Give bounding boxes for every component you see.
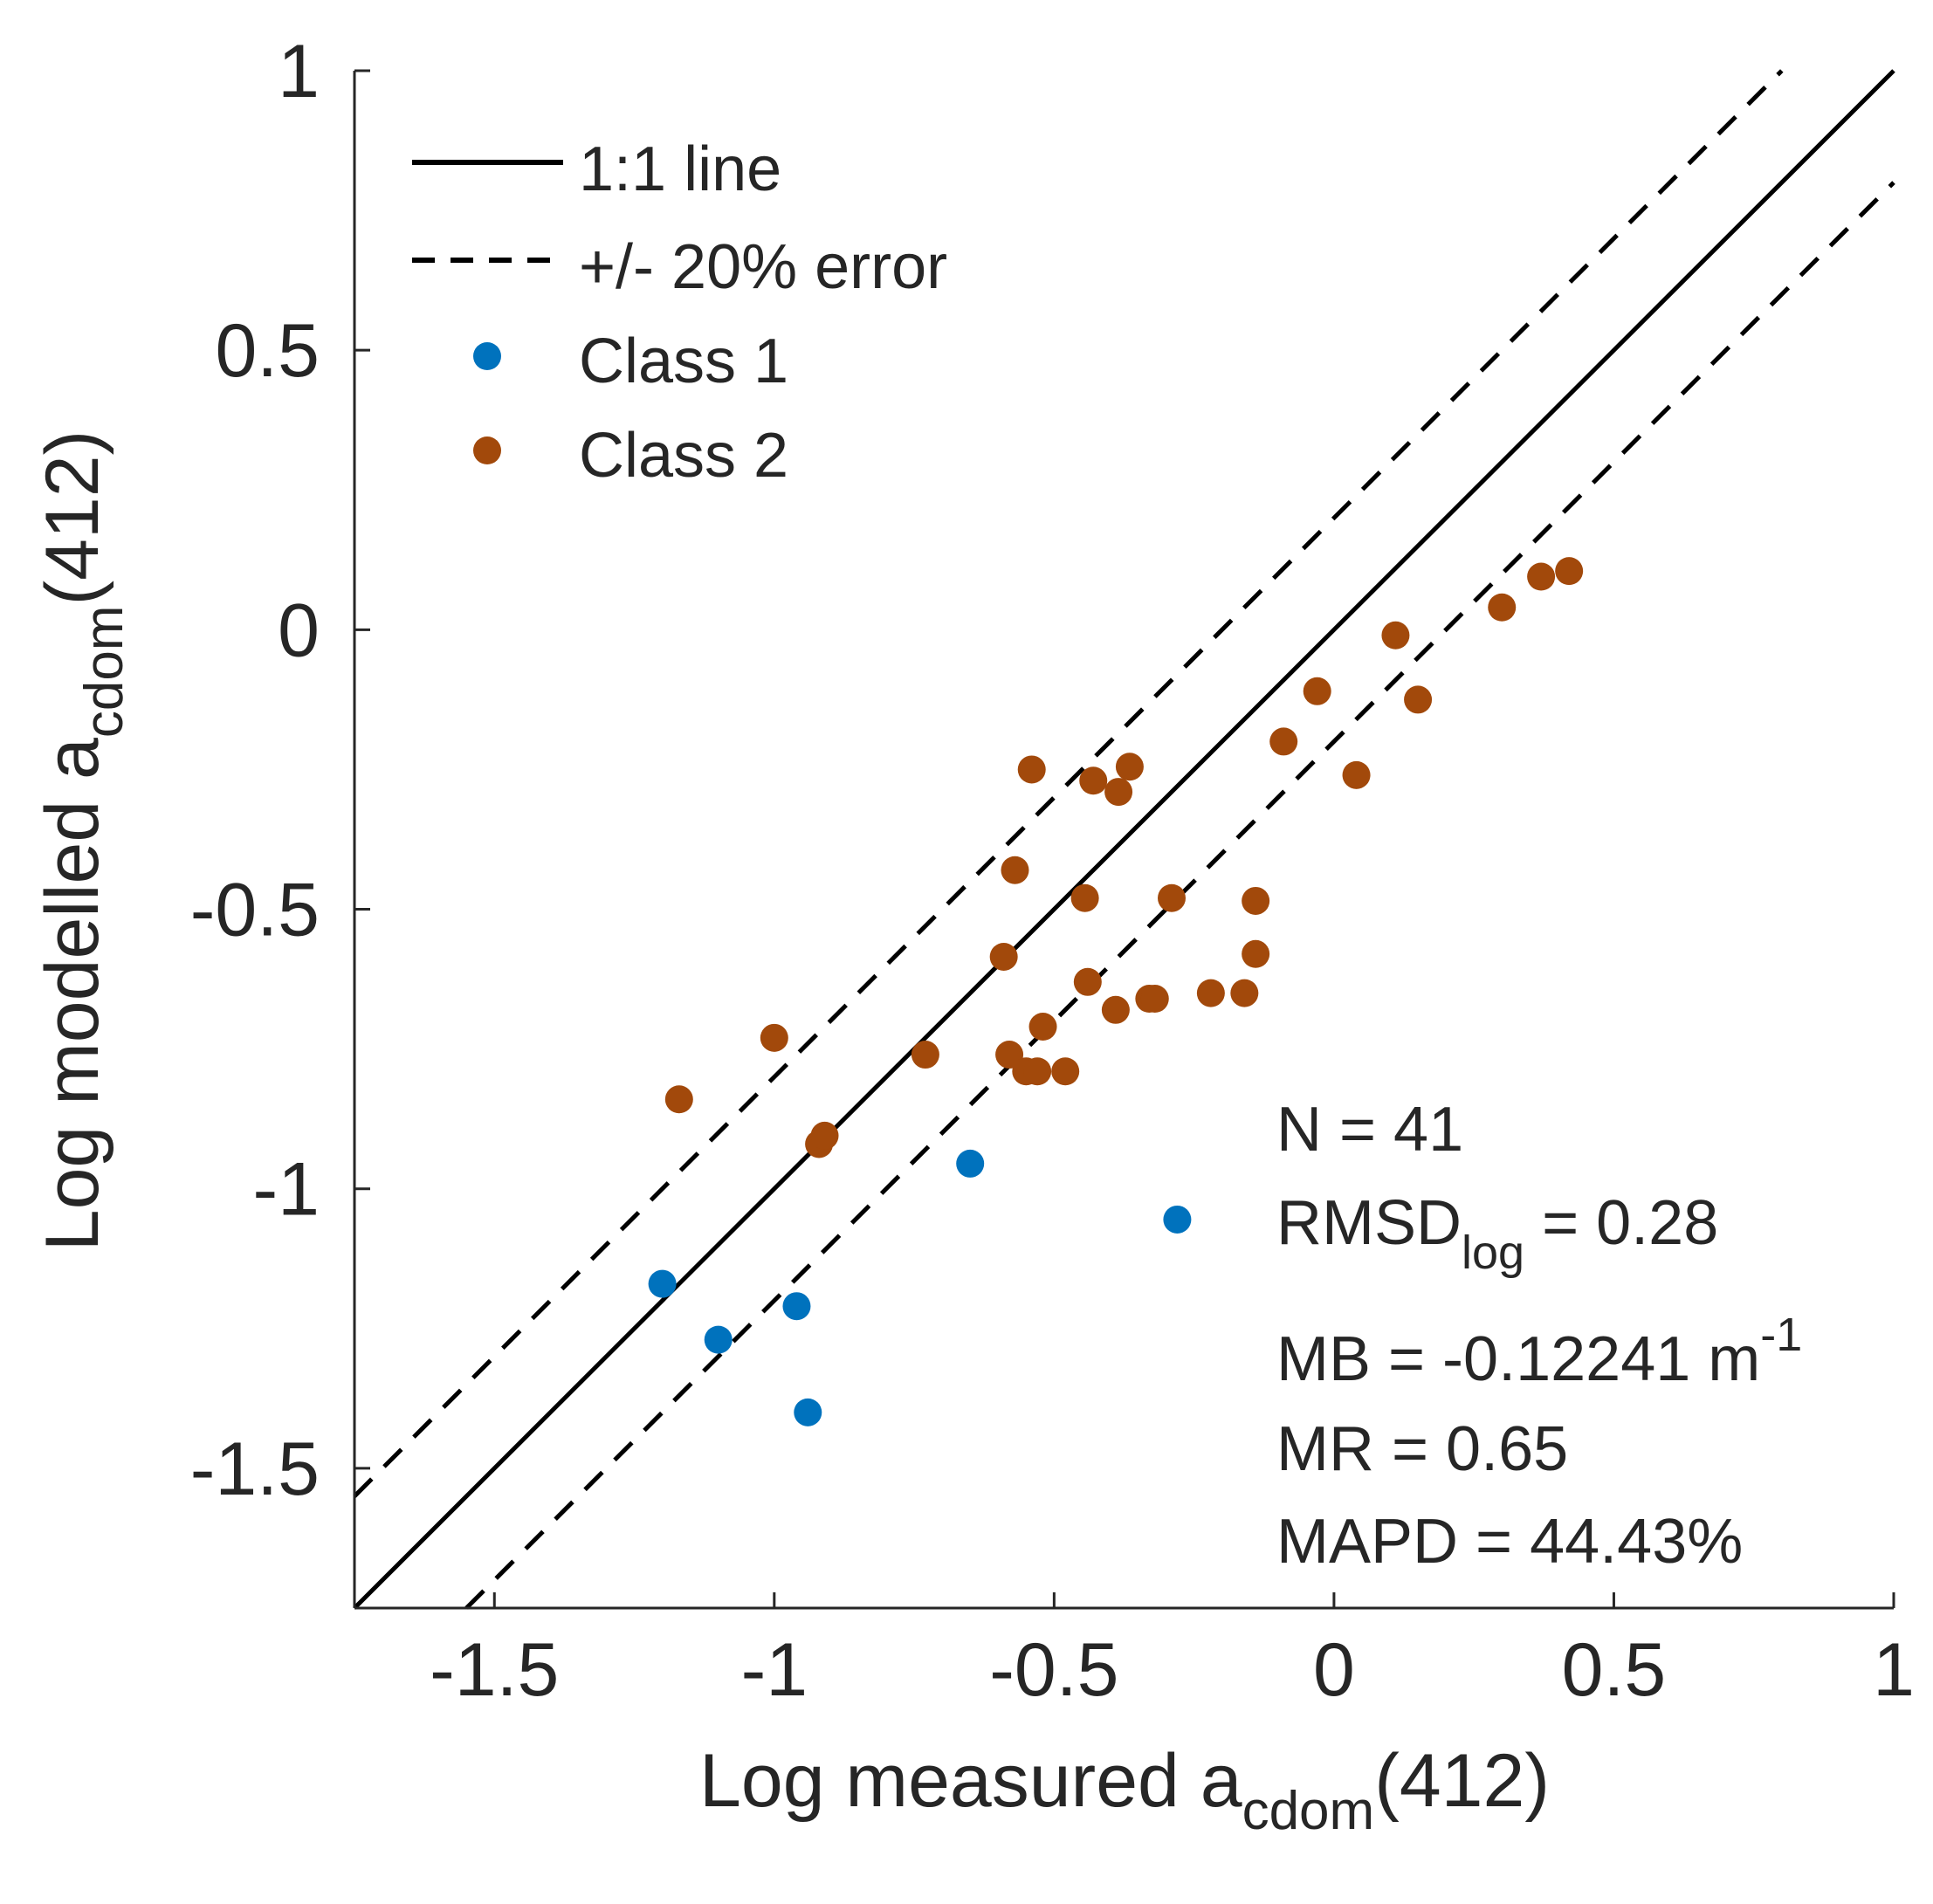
x-axis-label-sub: cdom bbox=[1242, 1781, 1375, 1841]
point-class2-15 bbox=[1079, 766, 1108, 795]
point-class2-33 bbox=[1555, 557, 1584, 586]
point-class2-22 bbox=[1196, 979, 1225, 1007]
point-class2-30 bbox=[1404, 685, 1433, 714]
stat-mb: MB = -0.12241 m-1 bbox=[1276, 1309, 1802, 1394]
point-class2-23 bbox=[1230, 979, 1259, 1007]
point-class1-4 bbox=[956, 1149, 985, 1178]
point-class1-5 bbox=[1163, 1205, 1192, 1234]
point-class2-29 bbox=[1381, 621, 1410, 650]
point-class2-11 bbox=[1028, 1013, 1057, 1041]
x-tick-label: -1.5 bbox=[430, 1628, 559, 1712]
stat-rmsd-sub: log bbox=[1462, 1227, 1524, 1279]
y-axis-label-suffix: (412) bbox=[31, 430, 114, 606]
one-to-one-line bbox=[353, 69, 1895, 1610]
x-axis-label-main: Log measured a bbox=[699, 1739, 1242, 1823]
x-tick-label: -1 bbox=[741, 1628, 808, 1712]
y-tick-label: 0.5 bbox=[215, 309, 320, 393]
point-class1-1 bbox=[704, 1325, 733, 1354]
legend-label-class2: Class 2 bbox=[579, 421, 788, 491]
point-class1-3 bbox=[794, 1398, 822, 1426]
stat-rmsd: RMSDlog = 0.28 bbox=[1276, 1188, 1718, 1279]
x-tick-label: -0.5 bbox=[989, 1628, 1118, 1712]
x-axis-label-suffix: (412) bbox=[1374, 1739, 1550, 1823]
point-class2-17 bbox=[1104, 778, 1133, 807]
stat-mb-main: MB = -0.12241 m bbox=[1276, 1324, 1760, 1394]
point-class2-18 bbox=[1115, 753, 1144, 781]
point-class1-0 bbox=[648, 1269, 677, 1298]
stat-rmsd-suffix: = 0.28 bbox=[1524, 1188, 1718, 1258]
point-class2-31 bbox=[1488, 593, 1517, 622]
stat-n: N = 41 bbox=[1276, 1095, 1463, 1165]
point-class2-10 bbox=[1023, 1057, 1052, 1086]
legend-label-error: +/- 20% error bbox=[579, 232, 947, 302]
x-axis-label: Log measured acdom(412) bbox=[699, 1739, 1550, 1841]
y-axis-label-main: Log modelled a bbox=[31, 738, 114, 1251]
point-class2-16 bbox=[1101, 995, 1130, 1024]
point-class2-25 bbox=[1242, 939, 1270, 968]
axis-ticks: -1.5 -1 -0.5 0 0.5 1 -1.5 -1 -0.5 0 0.5 1 bbox=[190, 30, 1915, 1712]
point-class2-5 bbox=[989, 942, 1018, 971]
point-class2-32 bbox=[1527, 562, 1556, 591]
legend-label-1to1: 1:1 line bbox=[579, 134, 781, 204]
legend-label-class1: Class 1 bbox=[579, 326, 788, 396]
x-tick-label: 0 bbox=[1313, 1628, 1355, 1712]
point-class2-26 bbox=[1269, 727, 1298, 756]
y-axis-label: Log modelled acdom(412) bbox=[31, 430, 134, 1251]
point-class2-12 bbox=[1051, 1057, 1080, 1086]
y-tick-label: 0 bbox=[278, 588, 320, 672]
x-tick-label: 0.5 bbox=[1562, 1628, 1667, 1712]
point-class2-14 bbox=[1073, 967, 1102, 996]
point-class2-27 bbox=[1303, 677, 1331, 705]
stat-mapd: MAPD = 44.43% bbox=[1276, 1507, 1743, 1577]
y-tick-label: -1 bbox=[253, 1148, 320, 1232]
point-class2-9 bbox=[1017, 755, 1046, 784]
data-points bbox=[648, 557, 1584, 1426]
y-tick-label: 1 bbox=[278, 30, 320, 113]
y-tick-label: -1.5 bbox=[190, 1427, 320, 1511]
point-class1-2 bbox=[782, 1292, 811, 1321]
legend-marker-class2 bbox=[473, 436, 501, 464]
point-class2-0 bbox=[664, 1085, 693, 1114]
point-class2-20 bbox=[1140, 985, 1169, 1014]
legend: 1:1 line +/- 20% error Class 1 Class 2 bbox=[412, 134, 947, 491]
upper-error-line bbox=[353, 69, 1784, 1498]
point-class2-24 bbox=[1242, 886, 1270, 915]
stat-rmsd-main: RMSD bbox=[1276, 1188, 1462, 1258]
y-tick-label: -0.5 bbox=[190, 869, 320, 952]
point-class2-7 bbox=[1001, 856, 1029, 884]
y-axis-label-sub: cdom bbox=[74, 606, 134, 739]
stats-annotation: N = 41 RMSDlog = 0.28 MB = -0.12241 m-1 … bbox=[1276, 1095, 1802, 1577]
point-class2-1 bbox=[760, 1023, 788, 1052]
point-class2-21 bbox=[1157, 883, 1186, 912]
stat-mb-sup: -1 bbox=[1760, 1309, 1802, 1361]
stat-mr: MR = 0.65 bbox=[1276, 1414, 1568, 1484]
point-class2-28 bbox=[1342, 760, 1371, 789]
point-class2-4 bbox=[911, 1041, 939, 1069]
point-class2-13 bbox=[1070, 883, 1099, 912]
legend-marker-class1 bbox=[473, 342, 501, 370]
x-tick-label: 1 bbox=[1873, 1628, 1915, 1712]
point-class2-3 bbox=[810, 1121, 839, 1150]
